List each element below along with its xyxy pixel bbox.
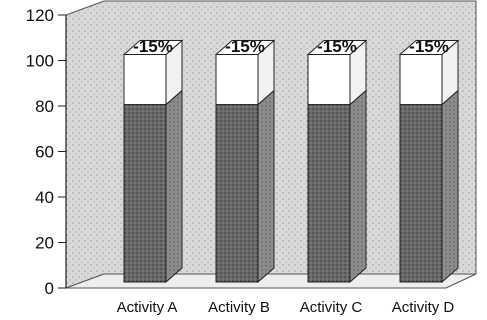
bar-data-label: -15% [225, 37, 265, 56]
bar-top [214, 40, 276, 55]
y-tick-label: 60 [35, 143, 54, 162]
bar-upper-segment [307, 54, 351, 106]
bar-lower-segment [123, 104, 167, 283]
x-category-label: Activity D [392, 299, 455, 316]
bar-upper-segment [399, 54, 443, 106]
bar-top [398, 40, 460, 55]
bar-lower-segment [399, 104, 443, 283]
y-tick-label: 40 [35, 188, 54, 207]
bar-lower-side [441, 89, 459, 284]
y-axis: 0 20 40 60 80 100 120 [26, 6, 67, 298]
bar-top [306, 40, 368, 55]
bar-top [122, 40, 184, 55]
bar-upper-segment [123, 54, 167, 106]
bars [122, 39, 460, 284]
y-tick-label: 80 [35, 97, 54, 116]
bar-lower-side [165, 89, 183, 284]
bar-lower-side [349, 89, 367, 284]
bar-data-label: -15% [133, 37, 173, 56]
bar-data-label: -15% [409, 37, 449, 56]
x-category-label: Activity B [208, 299, 270, 316]
bar-lower-segment [307, 104, 351, 283]
labels: -15% Activity A -15% Activity B -15% Activity… [117, 37, 455, 316]
y-tick-label: 20 [35, 234, 54, 253]
y-tick-label: 100 [26, 52, 54, 71]
bar-upper-segment [215, 54, 259, 106]
x-category-label: Activity A [117, 299, 178, 316]
bar-data-label: -15% [317, 37, 357, 56]
bar-lower-side [257, 89, 275, 284]
x-category-label: Activity C [300, 299, 363, 316]
y-tick-label: 0 [45, 279, 54, 298]
y-tick-label: 120 [26, 6, 54, 25]
bar-lower-segment [215, 104, 259, 283]
